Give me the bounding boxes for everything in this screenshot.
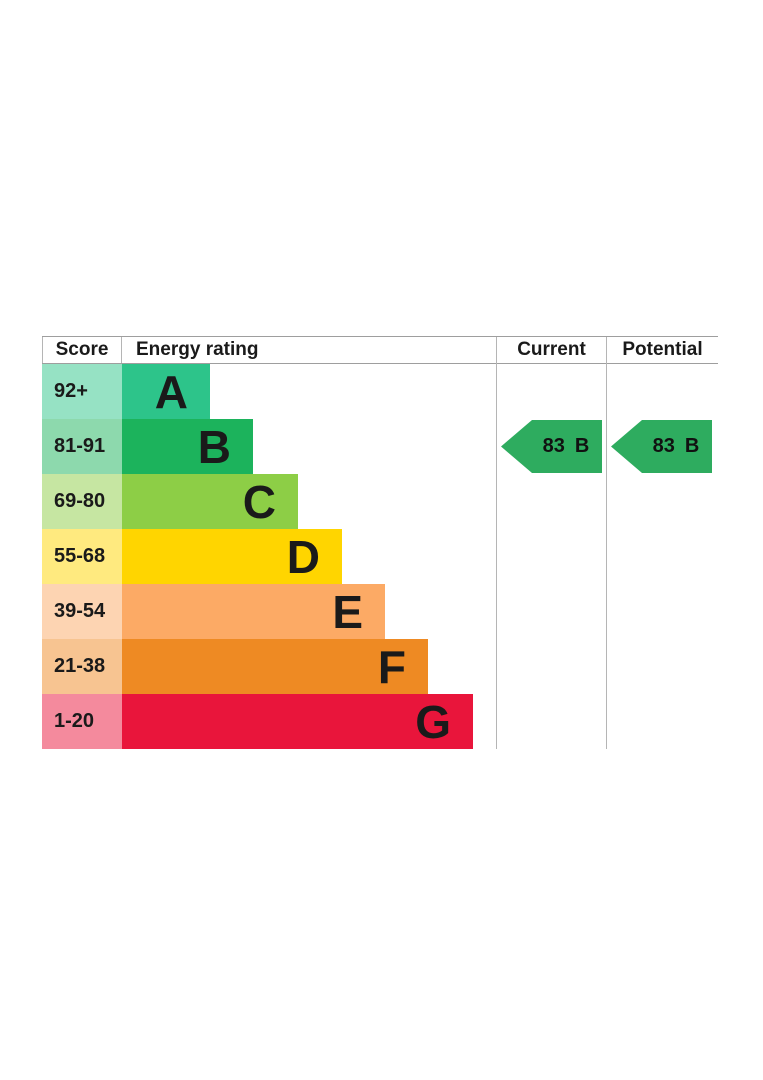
band-row-f: 21-38 F [42,639,496,694]
band-letter-e: E [332,585,363,638]
score-cell: 69-80 [42,474,122,529]
epc-chart: Score Energy rating 92+ A 81-91 B 69-80 … [42,336,718,749]
rating-section: Score Energy rating 92+ A 81-91 B 69-80 … [42,337,496,749]
score-column-header: Score [42,337,122,363]
score-label: 69-80 [54,490,106,512]
energy-rating-column-header: Energy rating [136,339,259,360]
score-cell: 92+ [42,364,122,419]
potential-rating-arrow: 83 B [611,420,712,473]
current-rating-letter: B [574,435,590,457]
table-header-left: Score Energy rating [42,337,496,364]
band-bar-f: F [122,639,428,694]
score-label: 55-68 [54,545,106,567]
band-letter-b: B [197,420,231,473]
score-label: 1-20 [54,710,95,732]
band-bar-d: D [122,529,342,584]
current-column-header: Current [497,337,606,364]
potential-rating-letter: B [684,435,700,457]
band-bar-e: E [122,584,385,639]
band-letter-a: A [154,365,188,418]
potential-rating-value: 83 [652,435,675,457]
band-bar-g: G [122,694,473,749]
score-cell: 81-91 [42,419,122,474]
potential-column: Potential 83 B [606,337,718,749]
band-row-e: 39-54 E [42,584,496,639]
band-row-b: 81-91 B [42,419,496,474]
band-row-g: 1-20 G [42,694,496,749]
score-label: 81-91 [54,435,106,457]
current-rating-arrow: 83 B [501,420,602,473]
potential-column-header: Potential [607,337,718,364]
band-row-c: 69-80 C [42,474,496,529]
band-letter-g: G [415,695,451,748]
band-bar-b: B [122,419,253,474]
band-letter-c: C [242,475,276,528]
band-rows: 92+ A 81-91 B 69-80 C 55-68 D 39-54 E [42,364,496,749]
band-bar-a: A [122,364,210,419]
score-label: 39-54 [54,600,106,622]
score-cell: 39-54 [42,584,122,639]
band-bar-c: C [122,474,298,529]
score-cell: 55-68 [42,529,122,584]
score-label: 21-38 [54,655,106,677]
current-rating-value: 83 [542,435,565,457]
band-row-d: 55-68 D [42,529,496,584]
band-letter-d: D [286,530,320,583]
score-cell: 1-20 [42,694,122,749]
current-column: Current 83 B [496,337,606,749]
band-row-a: 92+ A [42,364,496,419]
score-cell: 21-38 [42,639,122,694]
band-letter-f: F [377,640,406,693]
score-label: 92+ [54,380,88,402]
